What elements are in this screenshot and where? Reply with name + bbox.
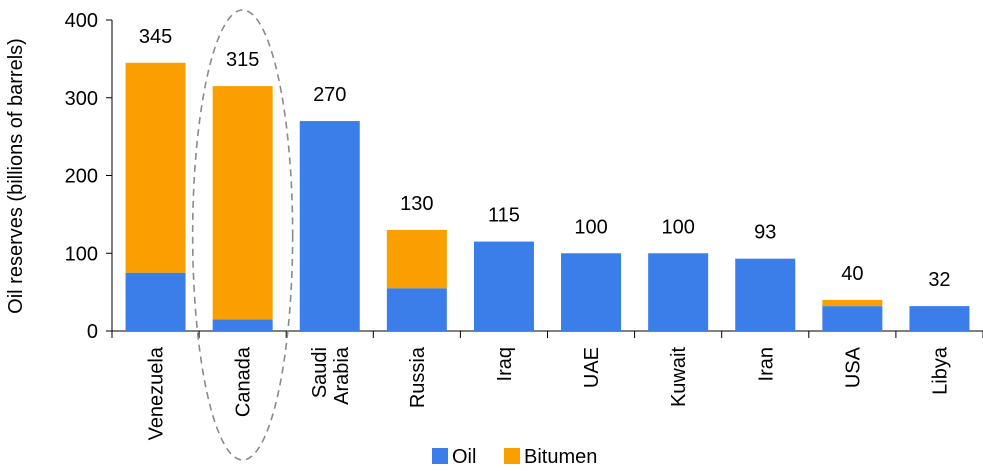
data-label: 270 <box>313 84 346 106</box>
category-label-text: Venezuela <box>146 346 168 440</box>
category-label-line: Arabia <box>331 346 353 405</box>
category-label-text: UAE <box>581 347 603 388</box>
bar-oil-iran <box>735 258 796 331</box>
category-label-line: Libya <box>929 346 951 395</box>
category-label-text: Kuwait <box>668 347 690 407</box>
category-label: Kuwait <box>668 347 690 407</box>
y-tick-label: 100 <box>65 243 98 265</box>
data-label: 315 <box>226 49 259 71</box>
category-label: Iraq <box>494 347 516 381</box>
y-axis: 0 100 200 300 400 <box>65 10 113 343</box>
bar-oil-iraq <box>473 241 534 331</box>
category-label-text: USA <box>842 346 864 388</box>
category-label-text: SaudiArabia <box>309 346 353 405</box>
category-labels-group: Venezuela Canada SaudiArabia Russia Iraq UAE K… <box>146 346 952 440</box>
highlight-group <box>191 9 294 461</box>
category-label: Libya <box>929 346 951 395</box>
category-label: UAE <box>581 347 603 388</box>
category-label-text: Libya <box>929 346 951 395</box>
bar-bitumen-canada <box>212 86 273 320</box>
bar-oil-venezuela <box>125 272 186 331</box>
bar-oil-russia <box>386 288 447 331</box>
legend-label-bitumen: Bitumen <box>524 446 597 468</box>
bar-bitumen-usa <box>822 299 883 307</box>
category-label-line: Kuwait <box>668 347 690 407</box>
bar-bitumen-russia <box>386 229 447 289</box>
bar-bitumen-venezuela <box>125 62 186 273</box>
category-label-line: UAE <box>581 347 603 388</box>
bar-oil-libya <box>909 306 970 331</box>
category-label: Iran <box>755 347 777 381</box>
highlight-ellipse <box>191 9 294 461</box>
legend: Oil Bitumen <box>432 446 597 468</box>
category-label: SaudiArabia <box>309 346 353 405</box>
data-label: 115 <box>488 205 520 227</box>
category-label: Russia <box>407 346 429 408</box>
y-tick-label: 200 <box>65 166 98 188</box>
category-label-line: Iran <box>755 347 777 381</box>
category-label-line: Saudi <box>309 347 331 398</box>
y-axis-title: Oil reserves (billions of barrels) <box>5 38 27 314</box>
data-label: 32 <box>928 269 950 291</box>
category-label-text: Iraq <box>494 347 516 381</box>
category-label-text: Canada <box>233 346 255 417</box>
y-tick-label: 0 <box>87 321 98 343</box>
category-label-text: Iran <box>755 347 777 381</box>
data-label: 345 <box>139 26 172 48</box>
data-label: 100 <box>661 216 694 238</box>
legend-swatch-bitumen <box>504 448 520 464</box>
category-label-line: USA <box>842 346 864 388</box>
category-label: USA <box>842 346 864 388</box>
legend-label-oil: Oil <box>452 446 476 468</box>
data-label: 100 <box>574 216 607 238</box>
category-label-line: Canada <box>233 346 255 417</box>
category-label: Venezuela <box>146 346 168 440</box>
bar-oil-usa <box>822 306 883 331</box>
data-label: 130 <box>400 193 433 215</box>
bars-group <box>125 62 970 331</box>
category-label-line: Venezuela <box>146 346 168 440</box>
legend-swatch-oil <box>432 448 448 464</box>
bar-oil-kuwait <box>648 253 709 331</box>
category-label: Canada <box>233 346 255 417</box>
bar-oil-saudi-arabia <box>299 121 360 331</box>
y-tick-label: 300 <box>65 88 98 110</box>
bar-oil-canada <box>212 319 273 331</box>
bar-oil-uae <box>561 253 622 331</box>
y-tick-label: 400 <box>65 10 98 32</box>
category-label-line: Russia <box>407 346 429 408</box>
data-labels-group: 345 315 270 130 115 100 100 93 40 32 <box>139 26 951 291</box>
data-label: 93 <box>754 222 776 244</box>
data-label: 40 <box>841 263 863 285</box>
x-axis <box>111 330 983 338</box>
category-label-text: Russia <box>407 346 429 408</box>
category-label-line: Iraq <box>494 347 516 381</box>
